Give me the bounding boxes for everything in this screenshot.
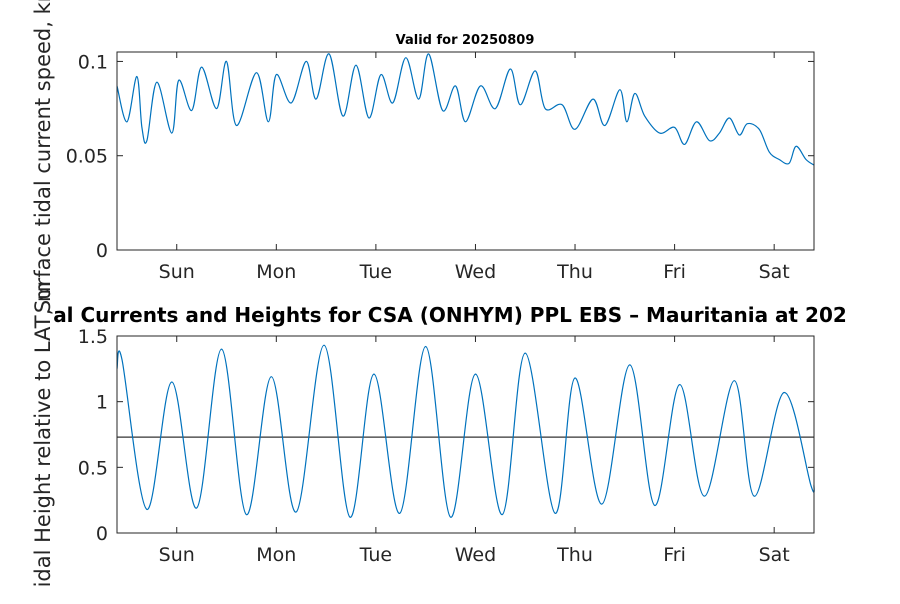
height-x-tick-label: Fri bbox=[663, 544, 686, 566]
height-y-tick-label: 1 bbox=[96, 392, 108, 414]
height-y-tick-label: 1.5 bbox=[78, 326, 108, 348]
height-axes-box bbox=[116, 335, 815, 534]
y-axis-label-current-speed: Surface tidal current speed, kn bbox=[31, 0, 55, 313]
speed-series-line bbox=[116, 53, 815, 166]
speed-x-tick-label: Wed bbox=[455, 261, 496, 283]
speed-axes-box bbox=[116, 51, 815, 251]
tidal-height-chart: idal Height relative to LAT, m 0 0.5 1 1.5 S… bbox=[31, 282, 815, 588]
current-speed-chart: Valid for 20250809 Surface tidal current… bbox=[31, 0, 815, 313]
height-y-tick-label: 0 bbox=[96, 523, 108, 545]
chart-main-title: al Currents and Heights for CSA (ONHYM) … bbox=[53, 303, 847, 327]
speed-y-tick-label: 0.05 bbox=[66, 146, 108, 168]
height-series-line bbox=[116, 344, 815, 518]
speed-x-tick-label: Fri bbox=[663, 261, 686, 283]
height-x-tick-label: Tue bbox=[359, 544, 392, 566]
speed-y-tick-label: 0.1 bbox=[78, 51, 108, 73]
height-x-tick-label: Thu bbox=[556, 544, 593, 566]
chart-title-small: Valid for 20250809 bbox=[396, 33, 535, 48]
height-x-tick-label: Wed bbox=[455, 544, 496, 566]
speed-x-tick-label: Tue bbox=[359, 261, 392, 283]
speed-x-tick-label: Sat bbox=[759, 261, 790, 283]
speed-x-tick-label: Mon bbox=[256, 261, 296, 283]
height-x-tick-label: Mon bbox=[256, 544, 296, 566]
height-x-tick-label: Sat bbox=[759, 544, 790, 566]
y-axis-label-tidal-height: idal Height relative to LAT, m bbox=[31, 282, 55, 588]
height-y-tick-label: 0.5 bbox=[78, 457, 108, 479]
height-x-tick-label: Sun bbox=[159, 544, 195, 566]
speed-y-tick-label: 0 bbox=[96, 240, 108, 262]
speed-x-tick-label: Thu bbox=[556, 261, 593, 283]
speed-x-tick-label: Sun bbox=[159, 261, 195, 283]
